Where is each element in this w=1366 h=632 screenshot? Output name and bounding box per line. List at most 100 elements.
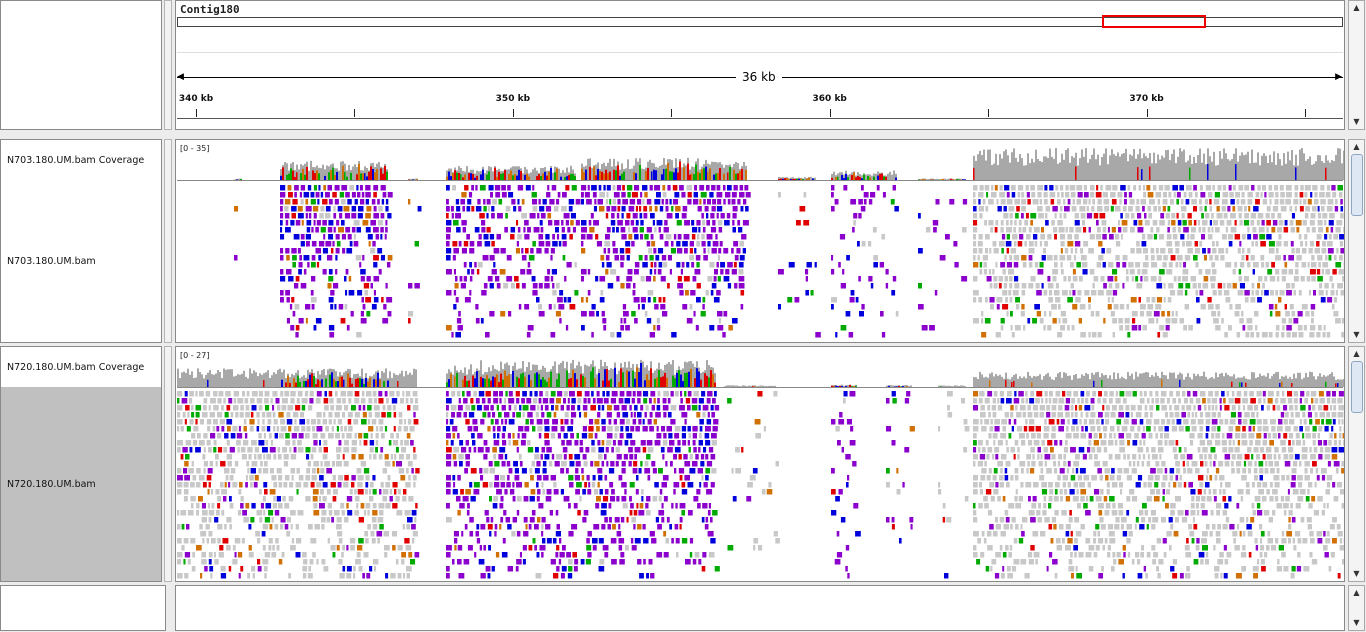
aligned-read bbox=[211, 538, 216, 544]
aligned-read bbox=[283, 482, 288, 488]
track1-alignments[interactable] bbox=[176, 140, 1344, 342]
aligned-read bbox=[799, 206, 806, 212]
aligned-read bbox=[720, 262, 725, 268]
aligned-read bbox=[1030, 276, 1036, 282]
aligned-read bbox=[527, 325, 534, 331]
aligned-read bbox=[1100, 276, 1105, 282]
aligned-read bbox=[885, 269, 889, 275]
aligned-read bbox=[455, 276, 458, 282]
aligned-read bbox=[183, 496, 188, 502]
aligned-read bbox=[621, 468, 626, 474]
ruler-panel[interactable]: Contig180 ◀ ▶ 36 kb 340 kb 350 kb 360 kb 37… bbox=[175, 0, 1345, 130]
scroll-thumb[interactable] bbox=[1351, 154, 1363, 216]
aligned-read bbox=[614, 255, 619, 261]
aligned-read bbox=[815, 332, 821, 338]
coverage-bar bbox=[758, 385, 760, 387]
header-scrollbar[interactable]: ▲ ▼ bbox=[1348, 0, 1365, 130]
aligned-read bbox=[658, 262, 663, 268]
aligned-read bbox=[316, 482, 322, 488]
aligned-read bbox=[473, 426, 478, 432]
coverage-mismatch bbox=[653, 169, 655, 180]
coverage-mismatch bbox=[691, 173, 693, 180]
coverage-bar bbox=[1213, 151, 1215, 180]
coverage-mismatch bbox=[450, 373, 452, 387]
aligned-read bbox=[605, 269, 609, 275]
aligned-read bbox=[251, 461, 258, 467]
aligned-read bbox=[371, 538, 376, 544]
aligned-read bbox=[1275, 269, 1280, 275]
coverage-mismatch bbox=[673, 172, 675, 180]
aligned-read bbox=[1334, 255, 1337, 261]
aligned-read bbox=[638, 255, 643, 261]
aligned-read bbox=[248, 524, 252, 530]
ideogram-current-region[interactable] bbox=[1102, 15, 1206, 28]
track-coverage-label[interactable]: N703.180.UM.bam Coverage bbox=[7, 155, 145, 166]
track1-data-panel[interactable]: [0 - 35] bbox=[175, 139, 1345, 343]
aligned-read bbox=[1253, 206, 1259, 212]
coverage-bar bbox=[1333, 161, 1335, 180]
aligned-read bbox=[1185, 283, 1191, 289]
aligned-read bbox=[499, 391, 503, 397]
track1-scrollbar[interactable]: ▲ ▼ bbox=[1348, 139, 1365, 343]
aligned-read bbox=[273, 419, 278, 425]
aligned-read bbox=[569, 482, 574, 488]
aligned-read bbox=[313, 213, 317, 219]
scroll-up-icon[interactable]: ▲ bbox=[1353, 142, 1360, 151]
aligned-read bbox=[718, 318, 722, 324]
aligned-read bbox=[474, 552, 477, 558]
coverage-bar bbox=[1071, 156, 1073, 180]
aligned-read bbox=[191, 503, 194, 509]
aligned-read bbox=[1301, 248, 1307, 254]
aligned-read bbox=[606, 461, 609, 467]
coverage-bar bbox=[584, 364, 586, 387]
aligned-read bbox=[640, 220, 644, 226]
coverage-bar bbox=[1069, 375, 1071, 387]
coverage-bar bbox=[540, 369, 542, 387]
aligned-read bbox=[402, 524, 405, 530]
track2-alignments[interactable] bbox=[176, 347, 1344, 581]
aligned-read bbox=[257, 559, 261, 565]
coverage-mismatch bbox=[384, 165, 386, 180]
coverage-mismatch bbox=[488, 378, 490, 387]
track-alignment-label[interactable]: N703.180.UM.bam bbox=[7, 256, 96, 267]
track2-data-panel[interactable]: [0 - 27] bbox=[175, 346, 1345, 582]
track-coverage-label[interactable]: N720.180.UM.bam Coverage bbox=[7, 362, 145, 373]
aligned-read bbox=[1238, 276, 1243, 282]
coverage-mismatch bbox=[474, 378, 476, 387]
scroll-up-icon[interactable]: ▲ bbox=[1353, 3, 1360, 12]
coverage-bar bbox=[307, 369, 309, 387]
aligned-read bbox=[631, 517, 636, 523]
aligned-read bbox=[1316, 269, 1321, 275]
track1-name-panel[interactable]: N703.180.UM.bam Coverage N703.180.UM.bam bbox=[0, 139, 162, 343]
aligned-read bbox=[607, 248, 611, 254]
coverage-bar bbox=[209, 370, 211, 387]
aligned-read bbox=[517, 227, 521, 233]
chromosome-ideogram[interactable] bbox=[177, 17, 1343, 27]
aligned-read bbox=[361, 419, 367, 425]
scroll-down-icon[interactable]: ▼ bbox=[1353, 330, 1360, 339]
aligned-read bbox=[370, 433, 373, 439]
aligned-read bbox=[199, 419, 204, 425]
track-alignment-label[interactable]: N720.180.UM.bam bbox=[7, 479, 96, 490]
aligned-read bbox=[308, 213, 312, 219]
scroll-down-icon[interactable]: ▼ bbox=[1353, 117, 1360, 126]
track2-name-panel[interactable]: N720.180.UM.bam Coverage N720.180.UM.bam bbox=[0, 346, 162, 582]
coverage-bar bbox=[603, 162, 605, 180]
aligned-read bbox=[1336, 248, 1339, 254]
aligned-read bbox=[861, 185, 864, 191]
coverage-bar bbox=[351, 377, 353, 387]
aligned-read bbox=[590, 405, 596, 411]
aligned-read bbox=[452, 426, 458, 432]
aligned-read bbox=[331, 426, 334, 432]
coverage-bar bbox=[1191, 163, 1193, 180]
aligned-read bbox=[1299, 192, 1304, 198]
aligned-read bbox=[1295, 220, 1302, 226]
aligned-read bbox=[354, 412, 360, 418]
coverage-bar bbox=[1133, 149, 1135, 180]
aligned-read bbox=[706, 234, 713, 240]
coverage-mismatch bbox=[706, 375, 708, 387]
coverage-mismatch bbox=[468, 173, 470, 180]
aligned-read bbox=[324, 405, 329, 411]
aligned-read bbox=[704, 206, 709, 212]
aligned-read bbox=[1310, 213, 1316, 219]
